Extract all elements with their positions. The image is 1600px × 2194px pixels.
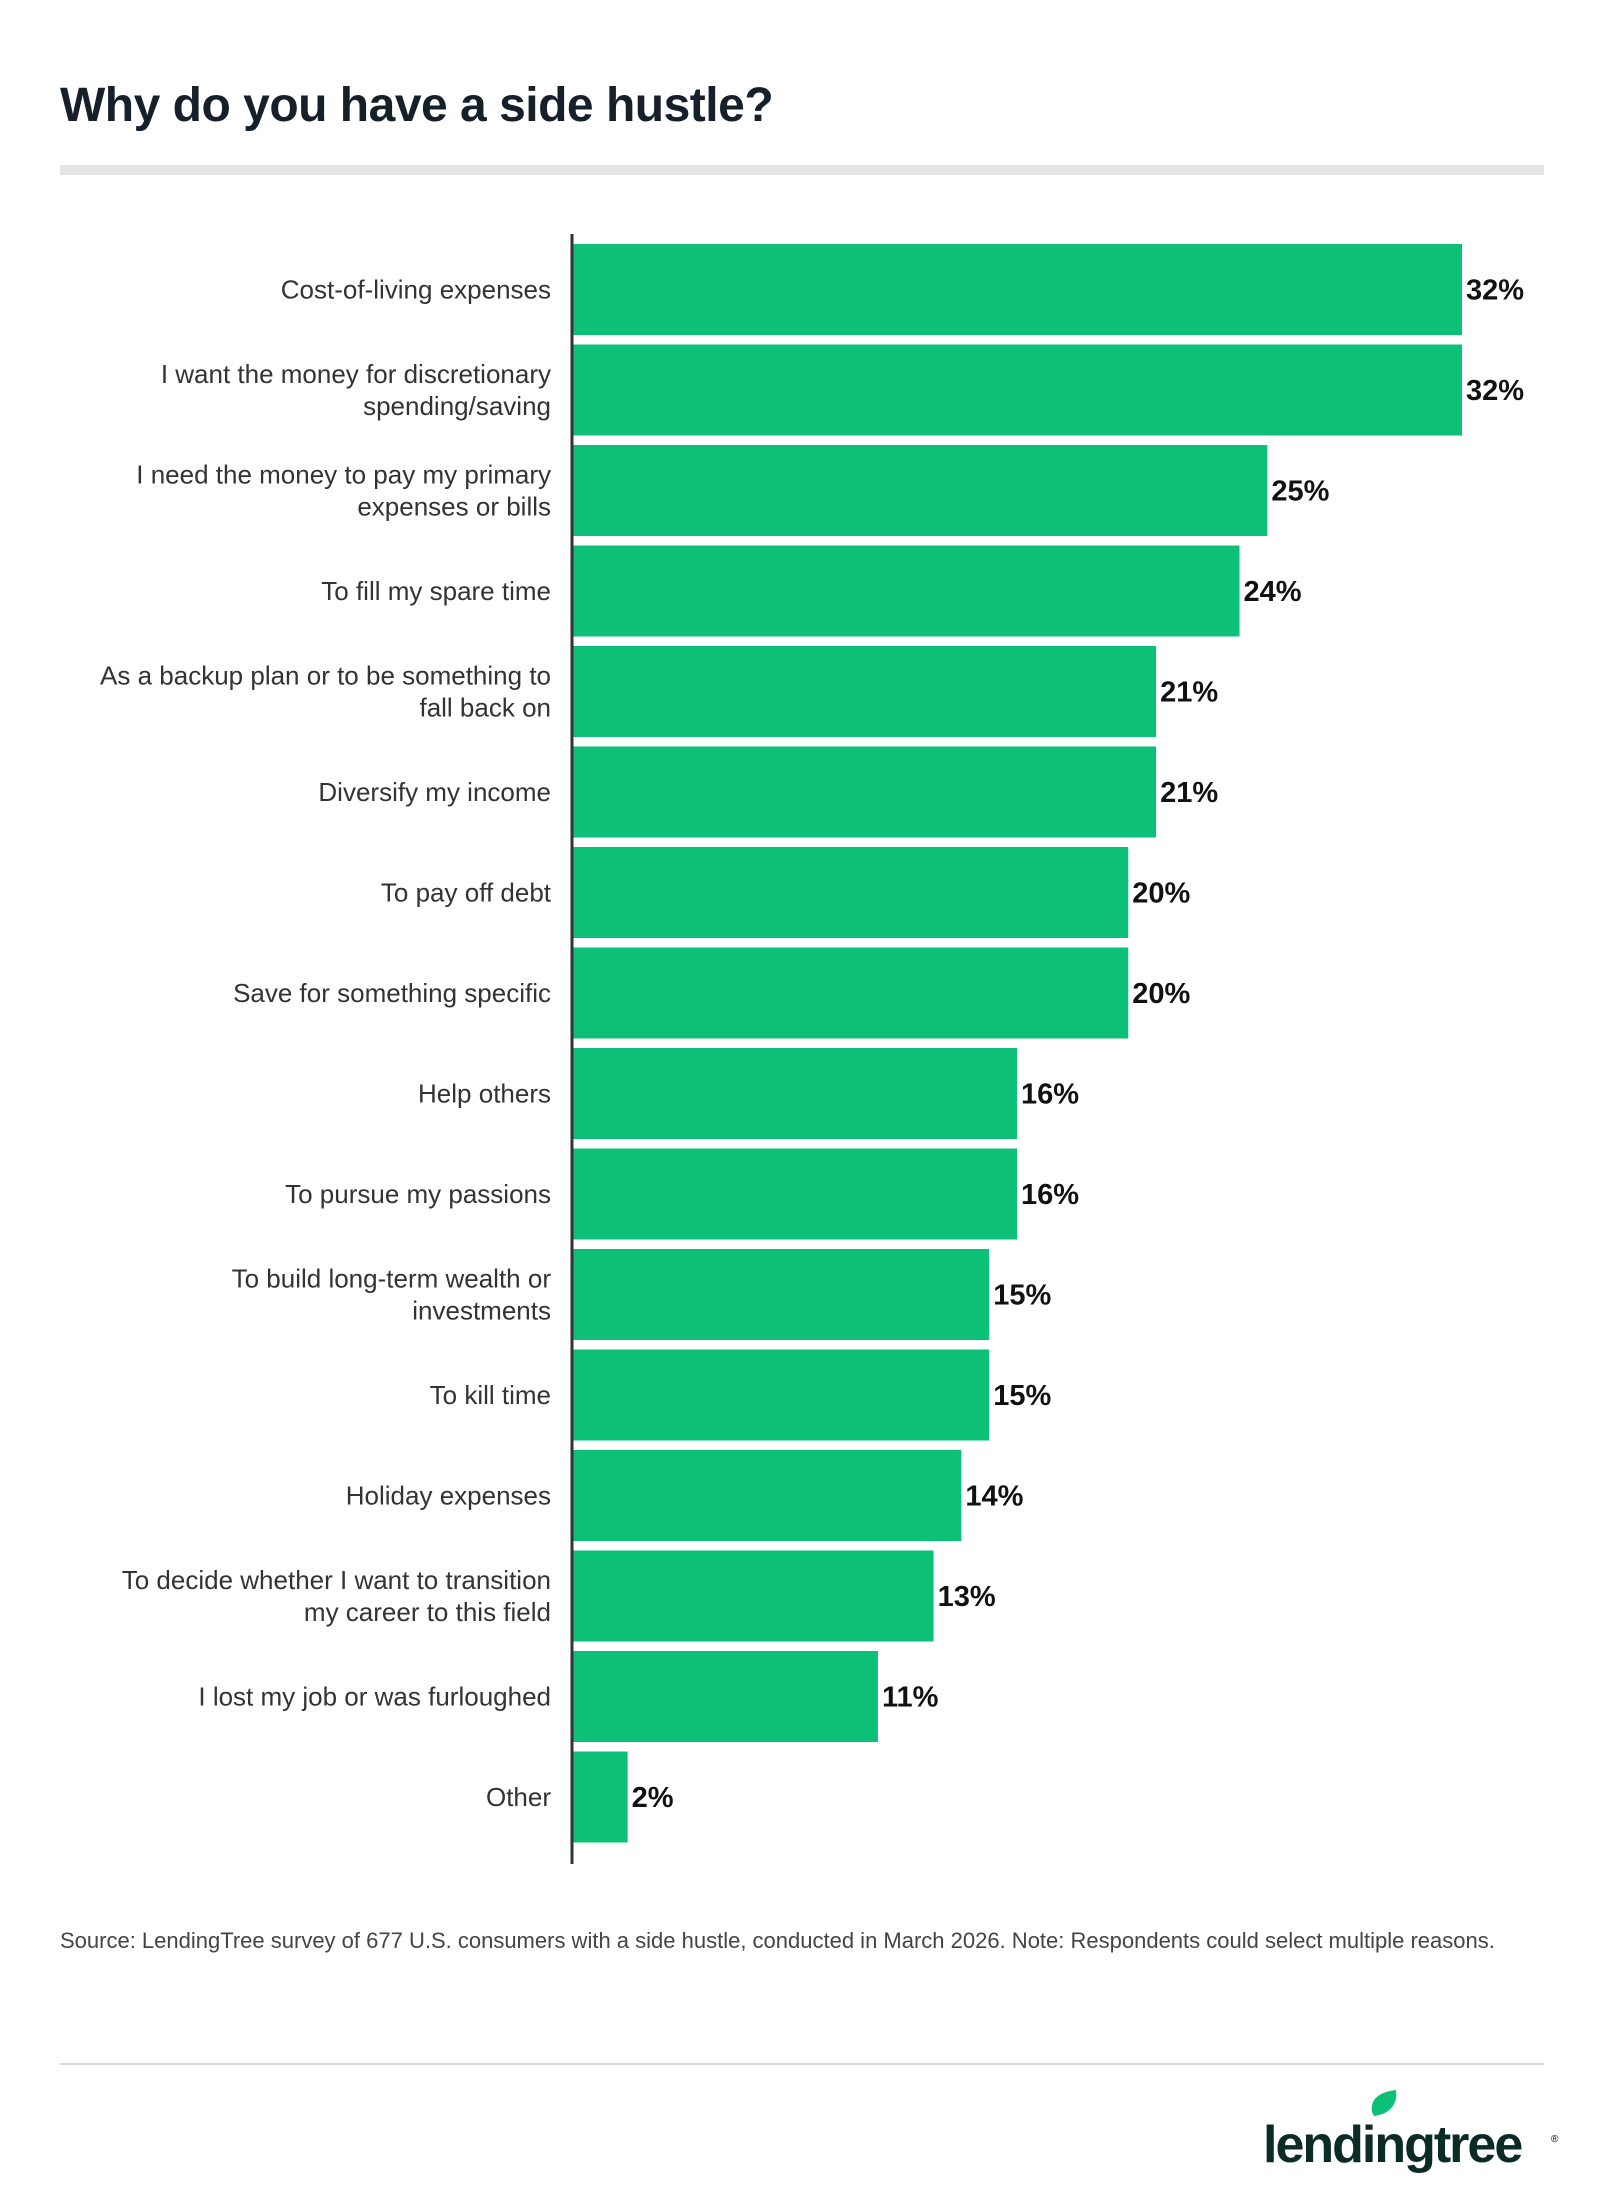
bar-13 <box>572 1550 934 1642</box>
category-label-15: Other <box>486 1782 551 1812</box>
value-label-2: 25% <box>1271 476 1329 508</box>
bar-8 <box>572 1048 1017 1139</box>
value-label-9: 16% <box>1021 1179 1079 1211</box>
category-label-5: Diversify my income <box>318 777 551 807</box>
bar-12 <box>572 1450 962 1541</box>
category-label-9: To pursue my passions <box>285 1179 551 1209</box>
bar-3 <box>572 545 1240 637</box>
category-label-0: Cost-of-living expenses <box>281 275 551 305</box>
bar-4 <box>572 646 1157 737</box>
source-note: Source: LendingTree survey of 677 U.S. c… <box>60 1928 1495 1953</box>
bar-5 <box>572 746 1157 838</box>
leaf-icon <box>1371 2090 1397 2116</box>
category-label-14: I lost my job or was furloughed <box>198 1682 551 1712</box>
value-label-13: 13% <box>938 1581 996 1613</box>
category-label-4: As a backup plan or to be something to fa… <box>100 661 551 723</box>
value-label-11: 15% <box>993 1380 1051 1412</box>
registered-mark-icon: ® <box>1551 2134 1559 2145</box>
bar-10 <box>572 1249 990 1340</box>
value-label-6: 20% <box>1132 878 1190 910</box>
category-label-13: To decide whether I want to transition my… <box>122 1565 551 1627</box>
value-label-12: 14% <box>965 1481 1023 1513</box>
bar-14 <box>572 1651 878 1742</box>
value-label-15: 2% <box>632 1782 674 1814</box>
value-label-14: 11% <box>882 1682 939 1714</box>
category-label-8: Help others <box>418 1079 551 1109</box>
logo-wordmark: lendingtree <box>1263 2116 1522 2174</box>
chart-title: Why do you have a side hustle? <box>60 79 774 132</box>
category-label-1: I want the money for discretionary spendi… <box>161 359 551 421</box>
title-divider <box>60 165 1544 175</box>
bar-11 <box>572 1349 990 1441</box>
category-label-6: To pay off debt <box>381 878 552 908</box>
value-label-1: 32% <box>1466 375 1524 407</box>
value-label-7: 20% <box>1132 978 1190 1010</box>
value-label-10: 15% <box>993 1280 1051 1312</box>
value-label-0: 32% <box>1466 275 1524 307</box>
bar-chart: 32% Cost-of-living expenses 32% I want the … <box>100 234 1524 1864</box>
category-label-2: I need the money to pay my primary expens… <box>136 460 551 522</box>
bar-9 <box>572 1148 1017 1240</box>
category-label-11: To kill time <box>430 1380 551 1410</box>
lendingtree-logo: lendingtree ® <box>1263 2090 1559 2174</box>
value-label-4: 21% <box>1160 677 1218 709</box>
category-label-10: To build long-term wealth or investments <box>232 1264 552 1326</box>
bar-6 <box>572 847 1129 938</box>
category-label-7: Save for something specific <box>233 978 551 1008</box>
category-label-3: To fill my spare time <box>321 576 551 606</box>
footer-divider <box>60 2063 1544 2065</box>
bar-1 <box>572 344 1462 436</box>
value-label-5: 21% <box>1160 777 1218 809</box>
category-label-12: Holiday expenses <box>346 1481 551 1511</box>
value-label-3: 24% <box>1244 576 1302 608</box>
bar-2 <box>572 445 1268 536</box>
bar-15 <box>572 1751 628 1843</box>
bar-7 <box>572 947 1129 1039</box>
bar-0 <box>572 244 1462 335</box>
value-label-8: 16% <box>1021 1079 1079 1111</box>
